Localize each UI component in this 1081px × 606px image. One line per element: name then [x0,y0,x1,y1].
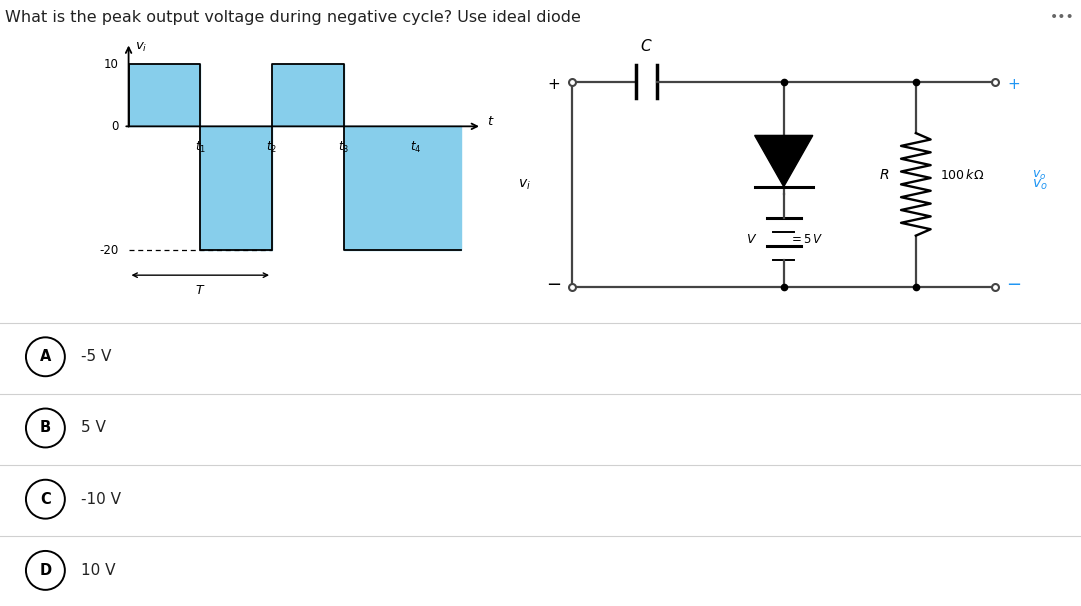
Text: -10 V: -10 V [81,491,121,507]
Text: 10: 10 [104,58,118,71]
Text: −: − [1006,276,1022,293]
Text: 0: 0 [111,120,118,133]
Text: •••: ••• [1051,10,1075,24]
Text: 5 V: 5 V [81,421,106,436]
Bar [272,64,344,126]
Text: -5 V: -5 V [81,349,111,364]
Text: $T$: $T$ [195,284,205,298]
Text: -20: -20 [99,244,118,257]
Text: $t_4$: $t_4$ [410,140,421,155]
Text: $R$: $R$ [879,168,890,182]
Text: What is the peak output voltage during negative cycle? Use ideal diode: What is the peak output voltage during n… [5,10,580,25]
Text: $t$: $t$ [488,115,495,128]
Text: D: D [39,563,52,578]
Text: $V$: $V$ [746,233,758,246]
Text: $v_o$: $v_o$ [1032,168,1046,182]
Text: $t_2$: $t_2$ [266,140,278,155]
Bar [344,126,462,250]
Text: C: C [40,491,51,507]
Text: $C$: $C$ [640,38,653,54]
Text: +: + [547,76,560,92]
Text: $t_3$: $t_3$ [338,140,349,155]
Bar [200,126,272,250]
Text: $v_o$: $v_o$ [1032,177,1047,191]
Text: $v_i$: $v_i$ [518,177,531,191]
Text: $t_1$: $t_1$ [195,140,205,155]
Text: $v_i$: $v_i$ [135,41,147,53]
Text: A: A [40,349,51,364]
Text: −: − [546,276,561,293]
Text: 10 V: 10 V [81,563,116,578]
Text: $100\,k\Omega$: $100\,k\Omega$ [939,168,984,182]
Bar [129,64,200,126]
Text: B: B [40,421,51,436]
Text: +: + [1007,76,1020,92]
Text: $= 5\,V$: $= 5\,V$ [789,233,824,246]
Polygon shape [755,135,813,187]
